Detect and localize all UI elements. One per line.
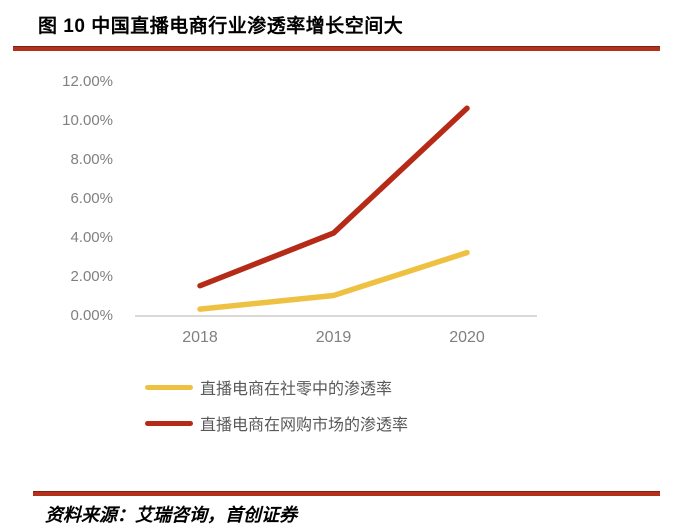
chart-legend: 直播电商在社零中的渗透率 直播电商在网购市场的渗透率 — [145, 376, 408, 448]
title-divider — [13, 46, 660, 51]
x-tick-label: 2019 — [315, 329, 352, 346]
series-line — [197, 249, 470, 312]
x-tick-label: 2018 — [182, 329, 218, 346]
y-tick-label: 4.00% — [70, 228, 113, 246]
legend-swatch-red — [145, 420, 193, 426]
y-tick-label: 2.00% — [70, 267, 113, 285]
x-tick-label: 2020 — [449, 329, 485, 346]
y-tick-label: 8.00% — [70, 150, 113, 168]
y-tick-label: 10.00% — [62, 111, 113, 129]
footer-divider — [33, 491, 660, 496]
figure-title: 图 10 中国直播电商行业渗透率增长空间大 — [38, 16, 404, 37]
y-tick-label: 12.00% — [62, 72, 113, 90]
series-line — [197, 105, 470, 289]
y-tick-label: 0.00% — [70, 306, 113, 324]
legend-label: 直播电商在社零中的渗透率 — [200, 381, 393, 398]
legend-swatch-yellow — [145, 384, 193, 390]
source-note: 资料来源：艾瑞咨询，首创证券 — [45, 505, 297, 525]
legend-label: 直播电商在网购市场的渗透率 — [200, 417, 409, 434]
legend-item-social-retail: 直播电商在社零中的渗透率 — [145, 376, 408, 398]
legend-item-online-market: 直播电商在网购市场的渗透率 — [145, 412, 408, 434]
y-tick-label: 6.00% — [70, 189, 113, 207]
